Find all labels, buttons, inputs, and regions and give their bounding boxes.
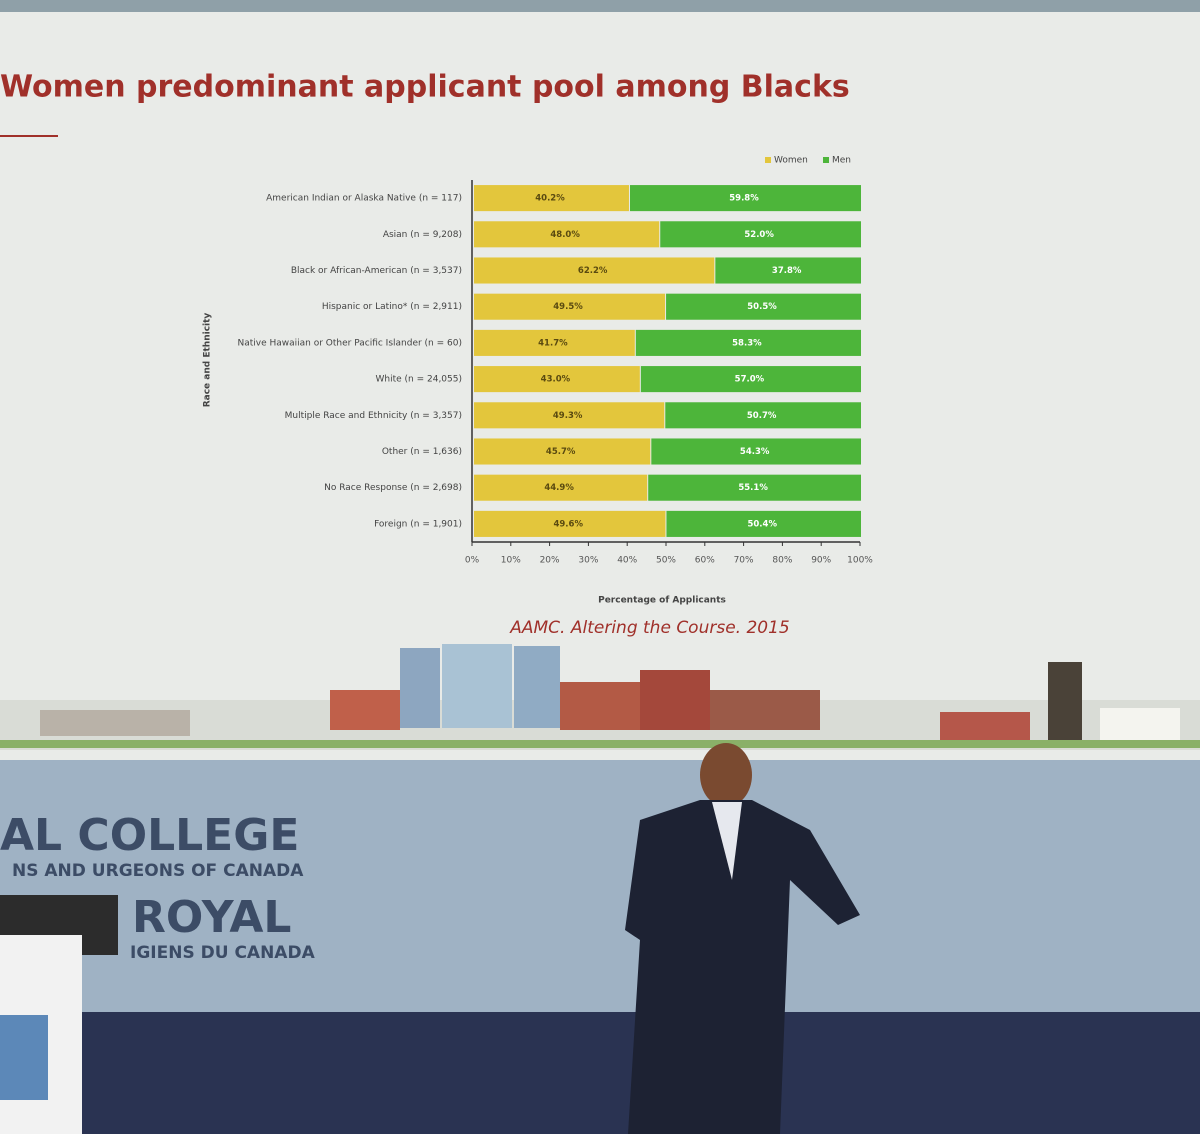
building: [330, 690, 400, 730]
bar-segment: [648, 474, 861, 501]
y-tick-label: Hispanic or Latino* (n = 2,911): [322, 302, 462, 312]
speaker: [625, 743, 860, 1134]
speaker-body: [625, 800, 860, 1134]
value-label: 59.8%: [729, 194, 759, 204]
backdrop-text: ROYAL: [132, 892, 291, 943]
building: [514, 646, 560, 728]
value-label: 37.8%: [772, 266, 802, 276]
x-tick-label: 90%: [811, 556, 831, 566]
value-label: 49.5%: [553, 302, 583, 312]
bar-segment: [474, 221, 660, 248]
backdrop-text: IGIENS DU CANADA: [130, 943, 316, 963]
bar-segment: [666, 293, 861, 320]
bar-segment: [660, 221, 861, 248]
x-tick-label: 20%: [540, 556, 560, 566]
bar-segment: [474, 402, 665, 429]
y-tick-label: Multiple Race and Ethnicity (n = 3,357): [285, 411, 462, 421]
value-label: 54.3%: [740, 447, 770, 457]
y-tick-label: Foreign (n = 1,901): [374, 519, 462, 529]
value-label: 52.0%: [744, 230, 774, 240]
speaker-head: [700, 743, 752, 807]
value-label: 55.1%: [738, 483, 768, 493]
y-tick-label: Black or African-American (n = 3,537): [291, 266, 462, 276]
slide-top-edge: [0, 0, 1200, 12]
value-label: 62.2%: [578, 266, 608, 276]
bar-segment: [715, 257, 861, 284]
value-label: 50.4%: [747, 519, 777, 529]
x-tick-label: 60%: [695, 556, 715, 566]
bar-segment: [474, 366, 640, 393]
legend-swatch: [765, 157, 771, 163]
bar-segment: [666, 510, 861, 537]
bar-segment: [474, 474, 648, 501]
value-label: 50.5%: [747, 302, 777, 312]
value-label: 44.9%: [544, 483, 574, 493]
x-axis-title: Percentage of Applicants: [598, 596, 726, 606]
chart-title: Women predominant applicant pool among B…: [0, 70, 850, 105]
backdrop-text: NS AND URGEONS OF CANADA: [12, 861, 304, 881]
y-axis-title: Race and Ethnicity: [203, 313, 213, 408]
value-label: 58.3%: [732, 338, 762, 348]
y-tick-label: Native Hawaiian or Other Pacific Islande…: [237, 338, 462, 348]
grass: [0, 740, 1200, 748]
building: [560, 682, 640, 730]
value-label: 40.2%: [535, 194, 565, 204]
value-label: 50.7%: [747, 411, 777, 421]
podium: [0, 895, 118, 1134]
value-label: 49.6%: [553, 519, 583, 529]
building: [442, 644, 512, 728]
value-label: 45.7%: [546, 447, 576, 457]
x-tick-label: 100%: [847, 556, 873, 566]
building: [1048, 662, 1082, 742]
source-note: AAMC. Altering the Course. 2015: [509, 618, 790, 638]
legend-label: Men: [832, 156, 851, 166]
x-tick-label: 0%: [465, 556, 480, 566]
building: [640, 670, 710, 730]
legend-label: Women: [774, 156, 808, 166]
curtain: [0, 1012, 1200, 1134]
bar-segment: [474, 293, 666, 320]
y-tick-label: American Indian or Alaska Native (n = 11…: [266, 194, 462, 204]
bar-segment: [629, 185, 861, 212]
value-label: 43.0%: [541, 375, 571, 385]
bar-segment: [474, 257, 715, 284]
building: [1100, 708, 1180, 740]
bar-segment: [665, 402, 861, 429]
x-tick-label: 50%: [656, 556, 676, 566]
x-tick-label: 10%: [501, 556, 521, 566]
y-tick-label: No Race Response (n = 2,698): [324, 483, 462, 493]
y-tick-label: Other (n = 1,636): [382, 447, 462, 457]
value-label: 49.3%: [553, 411, 583, 421]
value-label: 48.0%: [550, 230, 580, 240]
building: [400, 648, 440, 728]
speaker-shirt: [712, 802, 742, 880]
bar-segment: [635, 329, 861, 356]
bar-segment: [474, 510, 666, 537]
building: [940, 712, 1030, 742]
x-tick-label: 40%: [617, 556, 637, 566]
backdrop-text: AL COLLEGE: [0, 810, 299, 861]
y-tick-label: White (n = 24,055): [375, 375, 462, 385]
x-tick-label: 30%: [578, 556, 598, 566]
x-tick-label: 70%: [734, 556, 754, 566]
bar-segment: [651, 438, 861, 465]
bar-segment: [474, 329, 635, 356]
bar-segment: [640, 366, 861, 393]
value-label: 57.0%: [735, 375, 765, 385]
y-tick-label: Asian (n = 9,208): [383, 230, 462, 240]
legend-swatch: [823, 157, 829, 163]
building: [710, 690, 820, 730]
bar-segment: [474, 185, 629, 212]
x-tick-label: 80%: [772, 556, 792, 566]
stage-backdrop: [0, 760, 1200, 1015]
podium-poster: [0, 1015, 48, 1100]
bar-segment: [474, 438, 651, 465]
value-label: 41.7%: [538, 338, 568, 348]
building: [40, 710, 190, 736]
skyline: [0, 644, 1200, 750]
